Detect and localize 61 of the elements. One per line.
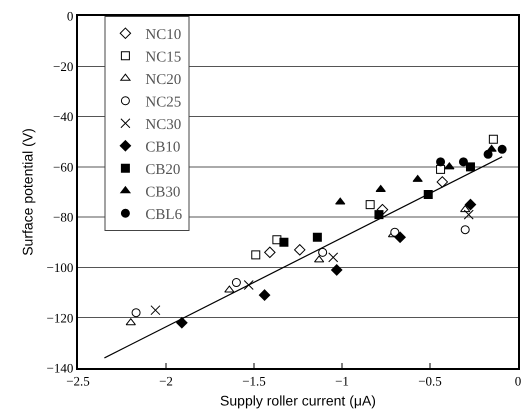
x-tick-label: −1 [335,374,349,389]
legend-label: CB10 [145,140,180,156]
point [279,238,288,247]
legend-label: NC20 [145,72,182,88]
point [328,252,338,262]
point [318,248,328,257]
point [498,144,507,154]
point [126,318,136,326]
legend-label: NC25 [145,94,182,111]
point [224,286,234,293]
legend-label: CB20 [145,162,180,178]
point [376,184,386,192]
legend-label: NC10 [145,27,182,44]
point [394,232,406,243]
point [466,162,475,172]
point [176,317,188,328]
y-tick-label: −20 [53,58,74,74]
point [312,232,322,242]
point [251,250,260,260]
y-tick-label: −80 [53,210,74,225]
y-tick-label: −100 [46,260,74,275]
point [366,200,375,210]
point [460,225,470,234]
y-axis-title: Surface potential (V) [20,128,36,256]
point [436,164,446,174]
legend-label: CBL6 [145,207,183,224]
x-tick-label: −2 [159,374,173,389]
point [314,255,324,262]
x-tick-label: −1.5 [242,374,266,389]
x-axis-title: Supply roller current (μA) [220,392,376,408]
point [436,157,446,166]
point [132,308,141,318]
point [412,174,423,182]
point [464,198,476,210]
y-tick-label: −40 [53,109,74,124]
point [335,198,346,205]
point [464,210,474,220]
point [294,244,306,256]
legend-label: NC15 [145,50,182,66]
y-tick-label: −60 [53,159,74,174]
y-tick-label: 0 [66,8,74,24]
y-tick-label: −140 [46,360,74,376]
point [264,246,276,258]
point [258,289,270,301]
point [150,305,160,316]
point [244,280,254,290]
x-tick-label: −0.5 [418,374,442,389]
point [484,150,493,159]
point [374,210,384,220]
x-tick-label: −2.5 [66,374,90,389]
point [488,134,498,144]
point [444,162,454,170]
legend-label: CB30 [145,184,180,201]
point [458,157,468,166]
point [232,278,241,288]
x-tick-label: 0 [514,374,522,389]
point [460,205,470,212]
y-tick-label: −120 [46,310,74,326]
point [331,264,342,276]
point [436,176,448,188]
legend-label: NC30 [145,117,182,134]
